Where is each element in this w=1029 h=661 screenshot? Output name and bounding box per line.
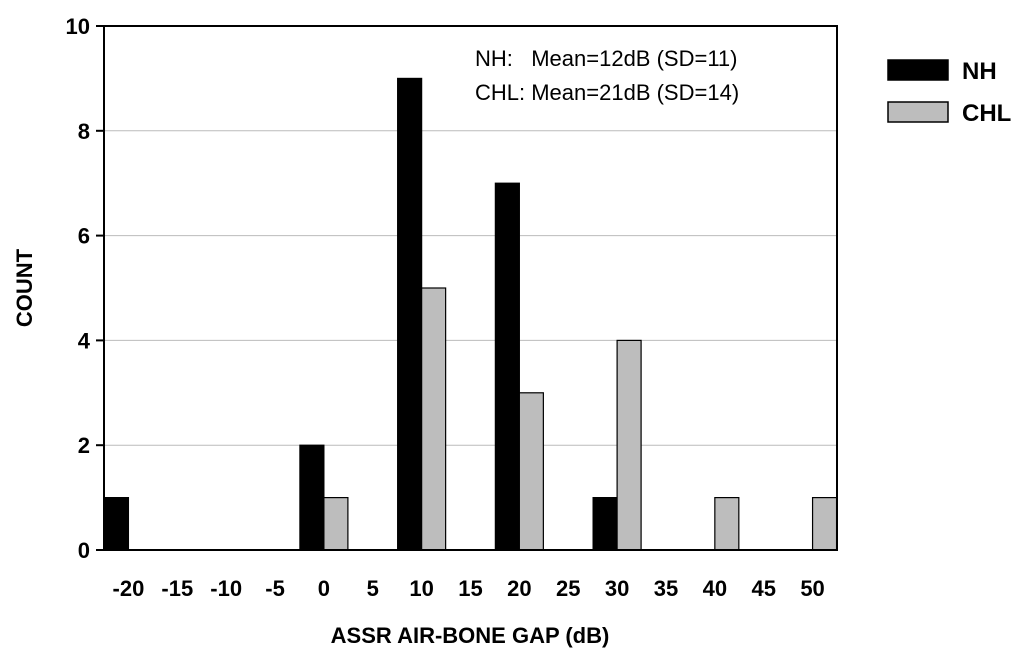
- x-tick-label: 15: [458, 576, 482, 601]
- x-tick-label: 0: [318, 576, 330, 601]
- bars: [103, 77, 838, 551]
- bar-chl: [323, 497, 349, 551]
- x-tick-label: -5: [265, 576, 285, 601]
- x-tick-label: 40: [703, 576, 727, 601]
- legend-swatch-chl: [887, 101, 949, 123]
- x-axis-label: ASSR AIR-BONE GAP (dB): [331, 623, 610, 648]
- bar-nh: [494, 182, 520, 551]
- gridlines: [104, 130, 837, 446]
- x-tick-label: 10: [409, 576, 433, 601]
- y-tick-label: 8: [78, 119, 90, 144]
- y-tick-label: 4: [78, 328, 91, 353]
- bar-chl: [421, 287, 447, 551]
- bar-chl: [714, 497, 740, 551]
- y-tick-label: 2: [78, 433, 90, 458]
- x-tick-label: 30: [605, 576, 629, 601]
- legend: NH CHL: [887, 58, 1011, 127]
- annotation-chl: CHL: Mean=21dB (SD=14): [475, 80, 739, 105]
- bar-nh: [397, 77, 423, 551]
- x-tick-label: 35: [654, 576, 678, 601]
- x-tick-label: -20: [113, 576, 145, 601]
- x-tick-label: 5: [367, 576, 379, 601]
- legend-label-nh: NH: [962, 58, 997, 85]
- x-tick-label: 50: [800, 576, 824, 601]
- bar-chl: [518, 392, 544, 551]
- y-ticks: 0 2 4 6 8 10: [66, 14, 104, 563]
- plot-frame: [103, 25, 838, 551]
- y-tick-label: 6: [78, 224, 90, 249]
- x-tick-label: 20: [507, 576, 531, 601]
- legend-label-chl: CHL: [962, 100, 1011, 127]
- x-tick-label: -15: [161, 576, 193, 601]
- y-tick-label: 0: [78, 538, 90, 563]
- y-axis-label: COUNT: [12, 248, 37, 327]
- annotation-nh: NH: Mean=12dB (SD=11): [475, 46, 738, 71]
- x-tick-label: 25: [556, 576, 580, 601]
- x-ticks: -20 -15 -10 -5 0 5 10 15 20 25 30 35 40 45 50: [113, 576, 825, 601]
- x-tick-label: 45: [751, 576, 775, 601]
- bar-nh: [299, 444, 325, 551]
- bar-chl: [811, 497, 838, 551]
- bar-nh: [103, 497, 130, 551]
- y-tick-label: 10: [66, 14, 90, 39]
- bar-nh: [592, 497, 618, 551]
- legend-swatch-nh: [887, 59, 949, 81]
- bar-chl: [616, 339, 642, 551]
- x-tick-label: -10: [210, 576, 242, 601]
